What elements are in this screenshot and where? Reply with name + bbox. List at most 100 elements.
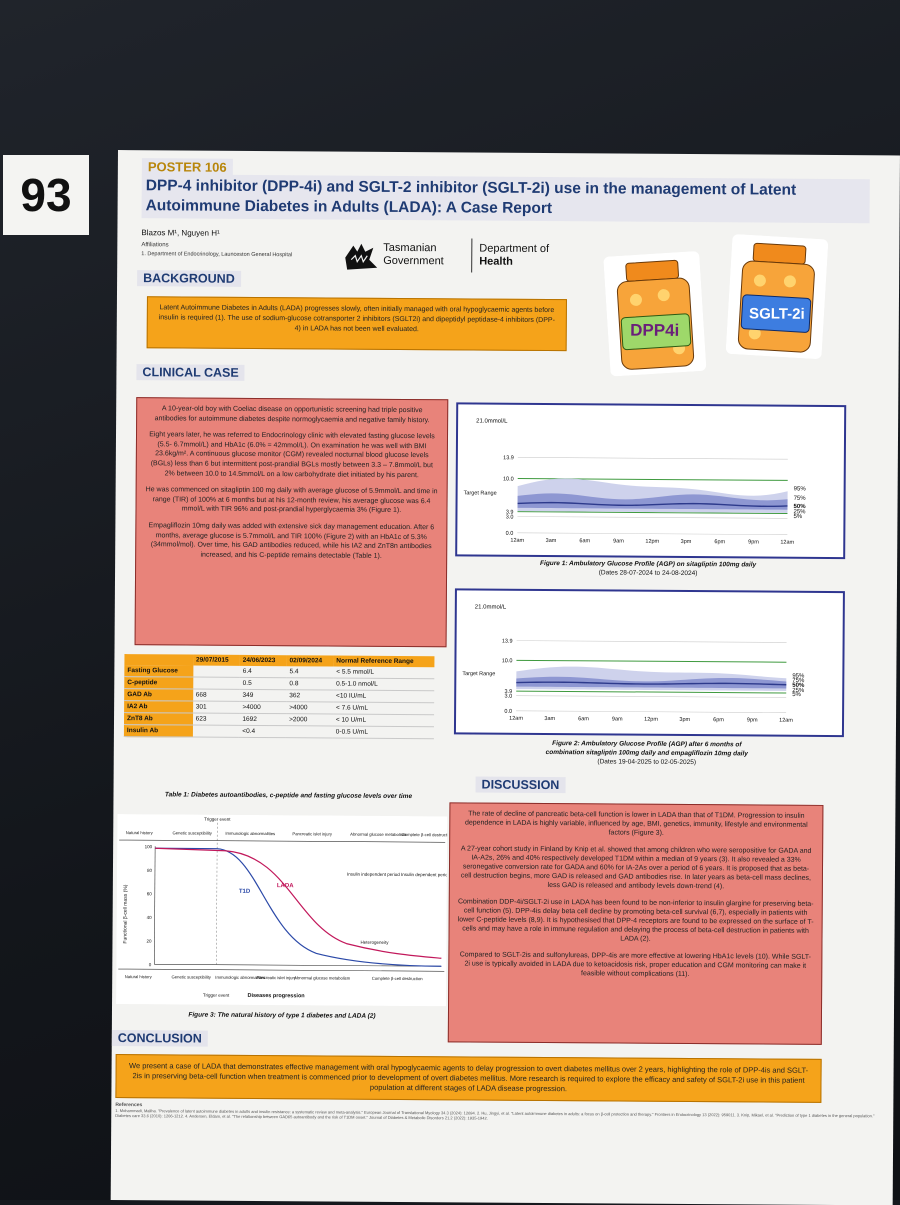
figure-2-agp-chart: 21.0mmol/L 13.9 10.0 3.93.0 0.0 Target Range 1… xyxy=(462,605,805,724)
table-row: Insulin Ab <0.4 0-0.5 U/mL xyxy=(123,724,434,739)
fig3-bottom-stage-label: Abnormal glucose metabolism xyxy=(294,975,351,980)
table-cell: 668 xyxy=(192,689,240,702)
table-cell: C-peptide xyxy=(124,676,193,690)
table-cell: >2000 xyxy=(286,713,333,727)
agp-xtick: 12am xyxy=(779,718,793,724)
clinical-p2: Eight years later, he was referred to En… xyxy=(149,431,435,479)
table-cell: 0.5 xyxy=(239,677,287,690)
clinical-p3: He was commenced on sitagliptin 100 mg d… xyxy=(145,486,438,515)
fig3-bottom-stage-label: Genetic susceptibility xyxy=(172,974,212,979)
agp-percentile-label: 50% xyxy=(792,683,805,689)
logo-divider xyxy=(471,238,473,273)
fig3-top-stage-label: Genetic susceptibility xyxy=(173,830,213,835)
agp-xtick: 6am xyxy=(578,716,589,722)
fig3-trigger-label: Trigger event xyxy=(204,817,231,822)
fig3-bottom-stage-label: Immunologic abnormalities xyxy=(215,975,265,980)
table-cell: < 5.5 mmol/L xyxy=(333,666,435,679)
agp-percentile-label: 75% xyxy=(794,496,807,502)
fig3-top-stage-label: Immunologic abnormalities xyxy=(225,831,275,836)
table-header-cell: 29/07/2015 xyxy=(193,654,240,666)
fig3-lada-curve xyxy=(155,847,442,959)
fig3-ytick: 40 xyxy=(147,915,153,920)
clinical-p1: A 10-year-old boy with Coeliac disease o… xyxy=(154,405,430,424)
agp-gridline xyxy=(516,690,787,694)
references: References 1. Mohammadi, Maliha. "Preval… xyxy=(115,1102,885,1123)
fig3-top-stage-label: Complete β-cell destruction xyxy=(402,832,448,837)
affiliation: 1. Department of Endocrinology, Launcest… xyxy=(141,251,293,259)
figure-1-agp-chart: 21.0mmol/L 13.9 10.0 3.93.0 0.0 Target Range 1… xyxy=(464,419,807,546)
conclusion-box: We present a case of LADA that demonstra… xyxy=(115,1054,822,1103)
table-header-cell: Normal Reference Range xyxy=(333,655,435,668)
conclusion-heading: CONCLUSION xyxy=(111,1029,208,1047)
agp-target-label: Target Range xyxy=(462,671,495,677)
agp-xtick: 3am xyxy=(546,538,557,544)
table-cell: 623 xyxy=(192,713,240,726)
clinical-case-box: A 10-year-old boy with Coeliac disease o… xyxy=(134,397,449,648)
agp-gridline xyxy=(517,511,788,515)
agp-xtick: 12am xyxy=(780,540,794,546)
fig3-heterogeneity-label: Heterogeneity xyxy=(360,940,389,945)
agp-xtick: 9pm xyxy=(748,539,759,545)
table-cell: 5.4 xyxy=(286,666,334,679)
agp-gridline xyxy=(516,710,787,713)
agp-band-25-75 xyxy=(516,676,787,689)
agp-ytick: 13.9 xyxy=(502,639,513,645)
fig3-t1d-curve xyxy=(155,847,442,967)
authors: Blazos M¹, Nguyen H¹ xyxy=(141,228,220,238)
table-body: Fasting Glucose 6.4 5.4 < 5.5 mmol/L C-pepti… xyxy=(123,665,435,739)
agp-gridline xyxy=(517,457,788,460)
agp-xtick: 3pm xyxy=(681,539,692,545)
fig3-t1d-label: T1D xyxy=(239,889,251,895)
agp-percentile-label: 5% xyxy=(793,514,802,520)
fig3-bottom-trigger-label: Trigger event xyxy=(203,993,230,998)
table-1-caption: Table 1: Diabetes autoantibodies, c-pept… xyxy=(133,790,443,801)
figure-1-caption-line1: Figure 1: Ambulatory Glucose Profile (AG… xyxy=(540,559,757,569)
logo-org2-line2: Health xyxy=(479,255,513,268)
agp-xtick: 6pm xyxy=(713,717,724,723)
figure-3-natural-history-diagram: Natural history Genetic susceptibility Imm… xyxy=(116,814,448,1007)
fig3-top-stage-label: Pancreatic islet injury xyxy=(292,831,333,836)
fig3-progression-label: Diseases progression xyxy=(247,993,305,999)
agp-xtick: 6pm xyxy=(714,539,725,545)
agp-gridline xyxy=(516,695,787,698)
table-cell: 349 xyxy=(239,689,287,702)
agp-ytick: 13.9 xyxy=(503,455,514,461)
agp-ytick: 0.0 xyxy=(506,531,514,537)
fig3-ytick: 0 xyxy=(149,962,152,967)
figure-1-frame: 21.0mmol/L 13.9 10.0 3.9 3.0 0.0 Target Range 1… xyxy=(455,402,847,560)
tasmanian-government-logo: Tasmanian Government Department of Healt… xyxy=(343,234,583,286)
agp-xtick: 12am xyxy=(509,716,523,722)
poster-title: DPP-4 inhibitor (DPP-4i) and SGLT-2 inhi… xyxy=(141,174,870,224)
poster: POSTER 106 DPP-4 inhibitor (DPP-4i) and … xyxy=(110,150,900,1205)
fig3-bottom-stage-label: Complete β-cell destruction xyxy=(372,976,424,981)
table-cell: 301 xyxy=(192,701,240,714)
clinical-case-heading: CLINICAL CASE xyxy=(136,364,245,381)
agp-percentile-label: 5% xyxy=(792,692,801,698)
fig3-y-axis xyxy=(154,846,156,965)
table-cell: >4000 xyxy=(239,701,287,714)
table-cell: 362 xyxy=(286,689,334,703)
logo-org1-line1: Tasmanian xyxy=(383,241,437,255)
table-cell: GAD Ab xyxy=(124,688,193,702)
table-cell xyxy=(192,725,240,738)
discussion-heading: DISCUSSION xyxy=(475,776,566,794)
fig3-background xyxy=(116,814,448,1007)
figure-2-caption-line3: (Dates 19-04-2025 to 02-05-2025) xyxy=(597,758,697,767)
table-cell xyxy=(192,665,240,678)
tasmanian-tiger-icon xyxy=(345,243,378,270)
agp-gridline xyxy=(516,659,787,663)
table-cell: <0.4 xyxy=(239,725,287,738)
agp-xtick: 12am xyxy=(510,538,524,544)
figure-3-caption-text: Figure 3: The natural history of type 1 … xyxy=(188,1011,376,1020)
figure-1-caption: Figure 1: Ambulatory Glucose Profile (AG… xyxy=(455,558,841,579)
poster-number-card: 93 xyxy=(3,155,89,235)
table-cell: ZnT8 Ab xyxy=(123,712,193,726)
table-cell: >4000 xyxy=(286,701,334,715)
table-cell: <10 IU/mL xyxy=(333,690,435,703)
dpp4i-jar-label: DPP4i xyxy=(630,320,680,340)
fig3-period-label: Insulin dependent period xyxy=(401,872,447,877)
fig3-ytick: 20 xyxy=(146,939,152,944)
discussion-p2: A 27-year cohort study in Finland by Kni… xyxy=(460,845,812,891)
table-cell: < 10 U/mL xyxy=(332,714,435,727)
figure-2-caption: Figure 2: Ambulatory Glucose Profile (AG… xyxy=(454,738,840,768)
